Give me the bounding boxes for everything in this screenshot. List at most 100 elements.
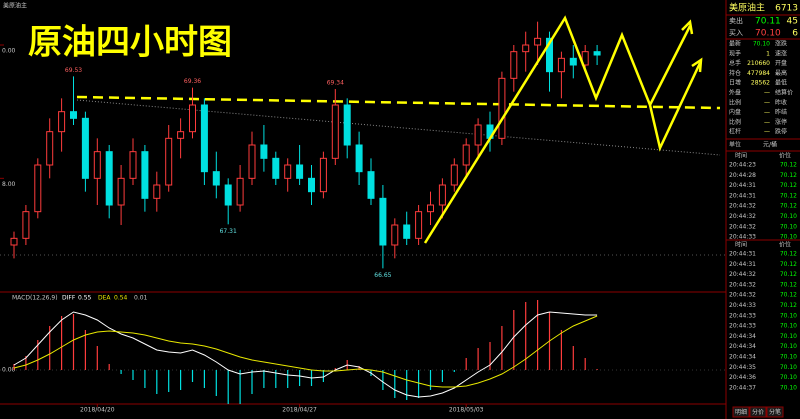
candle-body [34,164,42,213]
page-title: 原油四小时图 [28,23,232,63]
quote-text: 20:44:32 [729,223,756,230]
quote-text: — [764,90,770,97]
candle-body [93,151,101,179]
quote-text: 买入 [729,29,743,37]
quote-text: 20:44:31 [729,251,756,258]
quote-text: 现手 [729,49,741,57]
candle-body [105,151,113,206]
quote-text: 价位 [779,152,791,160]
drawn-path [648,62,702,152]
candle-body [450,164,458,186]
candle-body [248,144,256,179]
quote-text: 最新 [729,40,741,48]
quote-text: 时间 [735,152,747,160]
price-annotation: 66.65 [374,272,391,279]
quote-text: 20:44:32 [729,203,756,210]
candle-body [46,131,54,166]
candle-body [569,57,577,66]
quote-text: 6713 [775,4,798,14]
candle-body [343,104,351,146]
quote-text: 70.10 [780,354,797,361]
quote-text: 最高 [775,69,787,77]
quote-text: 477984 [747,70,770,77]
quote-text: 时间 [735,241,747,249]
quote-text: 70.10 [780,384,797,391]
quote-text: 1 [766,50,770,57]
quote-text: 涨跌 [775,40,787,48]
quote-text: 比例 [729,118,741,126]
quote-text: 分价 [752,408,764,416]
candle-body [510,51,518,79]
candle-body [522,44,530,53]
quote-text: 70.10 [755,29,781,39]
candle-body [224,184,232,206]
y-tick-label: 0.00 [2,367,16,374]
candle-body [379,197,387,246]
quote-text: 20:44:31 [729,261,756,268]
quote-text: 总手 [729,59,741,67]
candles [10,21,601,269]
quote-text: 速涨 [775,49,787,57]
candle-body [593,51,601,56]
price-annotation: 67.31 [220,228,237,235]
quote-text: 明细 [735,408,747,416]
drawn-path [423,15,692,244]
candle-body [391,224,399,246]
x-tick-label: 2018/04/20 [80,407,115,414]
quote-text: 20:44:28 [729,172,756,179]
quote-text: 比例 [729,98,741,106]
quote-text: 单位 [729,141,741,149]
symbol-label: 美原油主 [3,2,27,10]
quote-text: 70.10 [780,343,797,350]
quote-text: 20:44:32 [729,292,756,299]
quote-text: 20:44:31 [729,182,756,189]
candle-body [331,104,339,159]
candle-body [557,57,565,73]
quote-text: 70.12 [780,281,797,288]
quote-text: 20:44:36 [729,374,756,381]
quote-text: 20:44:37 [729,384,756,391]
macd-line [13,315,598,388]
quote-text: 20:44:34 [729,333,756,340]
quote-text: 卖出 [729,16,743,25]
quote-text: 70.12 [780,261,797,268]
quote-text: 价位 [779,241,791,249]
quote-text: 20:44:23 [729,162,756,169]
price-annotation: 69.53 [65,67,82,74]
quote-text: 70.10 [780,223,797,230]
quote-text: — [764,99,770,106]
quote-text: 28562 [751,80,770,87]
macd-legend: 0.01 [134,295,148,302]
macd-legend: DIFF [62,295,76,302]
candle-body [296,164,304,179]
candle-body [367,171,375,199]
y-tick-label: 8.00 [2,181,16,188]
tab[interactable] [766,406,784,418]
tab[interactable] [749,406,767,418]
quote-text: 70.10 [753,41,770,48]
quote-text: — [764,129,770,136]
resistance-line [76,95,721,110]
tab[interactable] [732,406,750,418]
candle-body [212,171,220,186]
quote-text: 70.10 [780,364,797,371]
quote-text: 20:44:33 [729,234,756,241]
quote-text: 20:44:34 [729,343,756,350]
quote-text: 最低 [775,79,787,87]
arrow-head [681,19,694,35]
quote-text: 70.10 [780,323,797,330]
quote-text: 20:44:32 [729,271,756,278]
candle-body [581,51,589,66]
candle-body [129,151,137,179]
candle-body [355,144,363,173]
quote-text: 20:44:33 [729,323,756,330]
quote-text: 涨停 [775,118,787,126]
candle-body [319,157,327,193]
quote-text: 70.12 [780,182,797,189]
candle-body [70,111,77,119]
candle-body [189,104,196,133]
quote-text: 70.12 [780,162,797,169]
